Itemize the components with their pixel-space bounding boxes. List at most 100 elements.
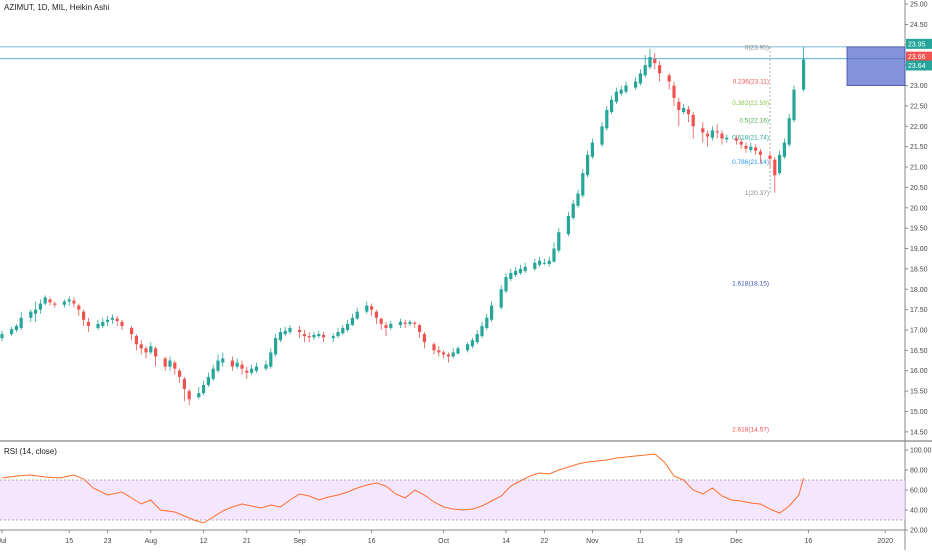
- candle-body: [254, 366, 258, 371]
- candle-body: [19, 317, 23, 328]
- candle-body: [720, 133, 724, 139]
- candle-body: [787, 118, 791, 145]
- rsi-title: RSI (14, close): [4, 447, 57, 456]
- candle-body: [509, 272, 513, 280]
- rsi-band: [0, 480, 905, 520]
- candle-body: [446, 354, 450, 357]
- candle-body: [768, 155, 772, 159]
- candle-body: [802, 59, 806, 90]
- candle-body: [691, 114, 695, 127]
- candle-body: [53, 303, 57, 305]
- rsi-tick-label: 60.00: [910, 488, 928, 495]
- candle-body: [658, 65, 662, 74]
- candle-body: [581, 173, 585, 196]
- candle-body: [283, 330, 287, 335]
- chart-title: AZIMUT, 1D, MIL, Heikin Ashi: [4, 3, 110, 12]
- candle-body: [480, 325, 484, 337]
- time-tick-label: 19: [675, 538, 683, 545]
- candle-body: [624, 85, 628, 92]
- price-tick-label: 15.00: [910, 409, 928, 416]
- candle-body: [403, 322, 407, 324]
- price-tick-label: 20.50: [910, 185, 928, 192]
- candle-body: [499, 289, 503, 308]
- candle-body: [82, 311, 86, 320]
- price-tick-label: 18.00: [910, 287, 928, 294]
- candle-body: [456, 348, 460, 354]
- candle-body: [706, 133, 710, 137]
- candle-body: [182, 378, 186, 390]
- candle-body: [365, 305, 369, 312]
- candle-body: [288, 327, 292, 333]
- candle-body: [518, 268, 522, 273]
- candle-body: [278, 332, 282, 341]
- candle-body: [437, 350, 441, 353]
- time-tick-label: 16: [368, 538, 376, 545]
- candle-body: [643, 65, 647, 76]
- candle-body: [749, 146, 753, 150]
- candle-body: [346, 323, 350, 330]
- price-tick-label: 14.50: [910, 429, 928, 436]
- candle-body: [773, 159, 777, 176]
- candle-body: [413, 322, 417, 324]
- time-tick-label: Aug: [145, 538, 158, 545]
- candle-body: [475, 334, 479, 343]
- candle-body: [653, 59, 657, 64]
- candle-body: [710, 130, 714, 138]
- candle-body: [576, 193, 580, 206]
- candle-body: [312, 334, 316, 338]
- candle-body: [331, 336, 335, 339]
- price-tick-label: 21.50: [910, 144, 928, 151]
- candle-body: [408, 321, 412, 324]
- price-tick-label: 16.50: [910, 348, 928, 355]
- candle-body: [29, 311, 33, 318]
- candle-body: [398, 321, 402, 326]
- candle-body: [250, 368, 254, 373]
- price-tick-label: 17.00: [910, 328, 928, 335]
- price-tick-label: 18.50: [910, 266, 928, 273]
- candle-body: [341, 327, 345, 334]
- candle-body: [374, 311, 378, 318]
- last-price-badge: [906, 38, 932, 49]
- candle-body: [778, 154, 782, 174]
- candle-body: [120, 321, 124, 326]
- candle-body: [149, 346, 153, 353]
- candle-body: [586, 154, 590, 176]
- fib-level-label: 0(23.95): [745, 44, 769, 51]
- candle-body: [754, 147, 758, 151]
- candle-body: [14, 325, 18, 330]
- price-tick-label: 23.00: [910, 83, 928, 90]
- time-tick-label: Nov: [586, 538, 599, 545]
- candle-body: [792, 89, 796, 121]
- last-price-label: 23.64: [908, 63, 926, 70]
- fib-level-label: 1.618(18.15): [732, 281, 769, 288]
- position-box: [846, 46, 906, 86]
- time-tick-label: 22: [541, 538, 549, 545]
- candle-body: [533, 262, 537, 269]
- last-price-badge: [906, 60, 932, 71]
- candle-body: [67, 299, 71, 302]
- time-tick-label: 21: [243, 538, 251, 545]
- rsi-tick-label: 20.00: [910, 528, 928, 535]
- time-tick-label: 15: [65, 538, 73, 545]
- candle-body: [677, 101, 681, 110]
- price-tick-label: 20.00: [910, 205, 928, 212]
- candle-body: [317, 334, 321, 337]
- candle-body: [101, 321, 105, 326]
- time-tick-label: Sep: [293, 538, 306, 545]
- candle-body: [610, 99, 614, 113]
- candle-body: [134, 336, 138, 345]
- price-tick-label: 15.50: [910, 389, 928, 396]
- candle-body: [96, 323, 100, 328]
- rsi-line: [1, 453, 805, 524]
- candle-body: [355, 311, 359, 319]
- time-tick-label: 16: [805, 538, 813, 545]
- candle-body: [34, 309, 38, 314]
- rsi-tick-label: 40.00: [910, 508, 928, 515]
- rsi-tick-label: 80.00: [910, 468, 928, 475]
- candle-body: [667, 75, 671, 82]
- candle-body: [307, 336, 311, 338]
- candle-body: [216, 360, 220, 371]
- fib-level-label: 0.382(22.59): [732, 100, 769, 107]
